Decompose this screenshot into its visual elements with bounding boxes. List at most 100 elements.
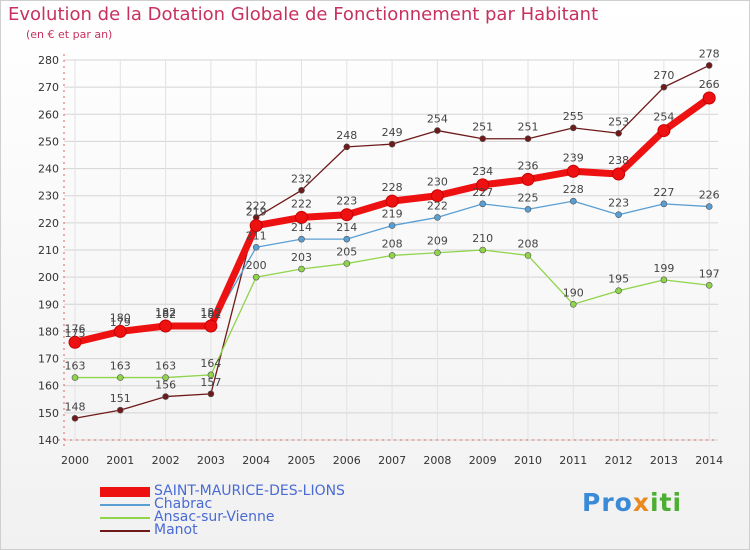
data-label: 251 bbox=[472, 121, 493, 134]
data-point bbox=[249, 219, 263, 233]
data-point bbox=[207, 371, 215, 379]
data-point bbox=[298, 186, 305, 194]
x-tick-label: 2000 bbox=[61, 454, 89, 467]
data-label: 223 bbox=[336, 195, 357, 208]
data-label: 222 bbox=[427, 199, 448, 212]
data-point bbox=[117, 374, 124, 381]
legend-label: Chabrac bbox=[154, 496, 213, 512]
data-point bbox=[479, 200, 487, 208]
chart-title: Evolution de la Dotation Globale de Fonc… bbox=[8, 4, 599, 25]
data-point bbox=[252, 243, 260, 251]
data-label: 214 bbox=[336, 221, 357, 234]
legend-swatch bbox=[100, 524, 150, 537]
data-point bbox=[434, 249, 441, 257]
data-label: 176 bbox=[65, 322, 86, 335]
data-label: 228 bbox=[382, 181, 403, 194]
data-point bbox=[566, 164, 580, 178]
data-point bbox=[660, 276, 668, 284]
data-point bbox=[71, 374, 79, 381]
data-label: 227 bbox=[653, 186, 674, 199]
data-point bbox=[162, 393, 169, 400]
data-label: 239 bbox=[563, 151, 584, 164]
data-point bbox=[388, 140, 396, 148]
data-point bbox=[705, 62, 713, 69]
data-label: 222 bbox=[291, 197, 312, 210]
data-label: 226 bbox=[699, 189, 720, 202]
data-point bbox=[524, 205, 532, 213]
y-tick-label: 180 bbox=[38, 325, 59, 338]
data-point bbox=[71, 414, 79, 422]
data-label: 151 bbox=[110, 392, 131, 405]
data-point bbox=[615, 211, 622, 219]
data-point bbox=[660, 200, 668, 208]
y-tick-label: 190 bbox=[38, 298, 59, 311]
data-label: 197 bbox=[699, 267, 720, 280]
y-tick-label: 230 bbox=[38, 190, 59, 203]
data-label: 190 bbox=[563, 286, 584, 299]
data-point bbox=[524, 252, 532, 259]
data-point bbox=[479, 135, 487, 143]
data-label: 225 bbox=[518, 191, 539, 204]
data-label: 205 bbox=[336, 246, 357, 259]
y-tick-label: 160 bbox=[38, 380, 59, 393]
x-tick-label: 2003 bbox=[197, 454, 225, 467]
data-label: 223 bbox=[608, 197, 629, 210]
x-tick-label: 2007 bbox=[378, 454, 406, 467]
data-label: 253 bbox=[608, 115, 629, 128]
data-label: 278 bbox=[699, 47, 720, 60]
data-point bbox=[159, 319, 173, 333]
data-point bbox=[252, 273, 260, 281]
data-point bbox=[702, 91, 716, 105]
data-point bbox=[298, 265, 305, 273]
legend-label: Ansac-sur-Vienne bbox=[154, 509, 275, 525]
data-label: 251 bbox=[518, 121, 539, 134]
data-label: 254 bbox=[653, 111, 674, 124]
data-label: 228 bbox=[563, 183, 584, 196]
y-tick-label: 280 bbox=[38, 54, 59, 67]
data-label: 182 bbox=[155, 306, 176, 319]
y-tick-label: 260 bbox=[38, 108, 59, 121]
data-label: 195 bbox=[608, 273, 629, 286]
data-label: 182 bbox=[200, 308, 221, 321]
x-tick-label: 2009 bbox=[469, 454, 497, 467]
data-point bbox=[569, 300, 577, 308]
y-tick-label: 210 bbox=[38, 244, 59, 257]
data-label: 164 bbox=[200, 357, 221, 370]
data-label: 182 bbox=[200, 306, 221, 319]
legend-label: SAINT-MAURICE-DES-LIONS bbox=[154, 483, 345, 499]
data-point bbox=[117, 406, 124, 414]
data-point bbox=[476, 178, 490, 192]
data-label: 208 bbox=[382, 237, 403, 250]
data-point bbox=[660, 83, 668, 91]
data-label: 214 bbox=[291, 221, 312, 234]
data-label: 254 bbox=[427, 113, 448, 126]
data-label: 248 bbox=[336, 129, 357, 142]
data-label: 255 bbox=[563, 110, 584, 123]
data-point bbox=[434, 127, 441, 134]
data-label: 238 bbox=[608, 154, 629, 167]
data-point bbox=[657, 124, 671, 138]
data-label: 200 bbox=[246, 259, 267, 272]
data-label: 175 bbox=[65, 327, 86, 340]
data-label: 199 bbox=[653, 262, 674, 275]
data-label: 203 bbox=[291, 251, 312, 264]
legend-swatch bbox=[100, 485, 150, 498]
data-label: 236 bbox=[518, 159, 539, 172]
x-tick-label: 2006 bbox=[333, 454, 361, 467]
data-point bbox=[612, 167, 626, 181]
data-point bbox=[615, 287, 622, 295]
data-label: 157 bbox=[200, 376, 221, 389]
y-tick-label: 170 bbox=[38, 353, 59, 366]
y-tick-label: 270 bbox=[38, 81, 59, 94]
y-tick-label: 200 bbox=[38, 271, 59, 284]
y-tick-label: 220 bbox=[38, 217, 59, 230]
data-label: 163 bbox=[110, 360, 131, 373]
data-label: 230 bbox=[427, 176, 448, 189]
data-point bbox=[385, 194, 399, 208]
data-label: 209 bbox=[427, 235, 448, 248]
data-point bbox=[162, 374, 169, 381]
data-point bbox=[434, 214, 441, 221]
x-tick-label: 2010 bbox=[514, 454, 542, 467]
data-point bbox=[343, 235, 351, 243]
data-label: 219 bbox=[246, 206, 267, 219]
